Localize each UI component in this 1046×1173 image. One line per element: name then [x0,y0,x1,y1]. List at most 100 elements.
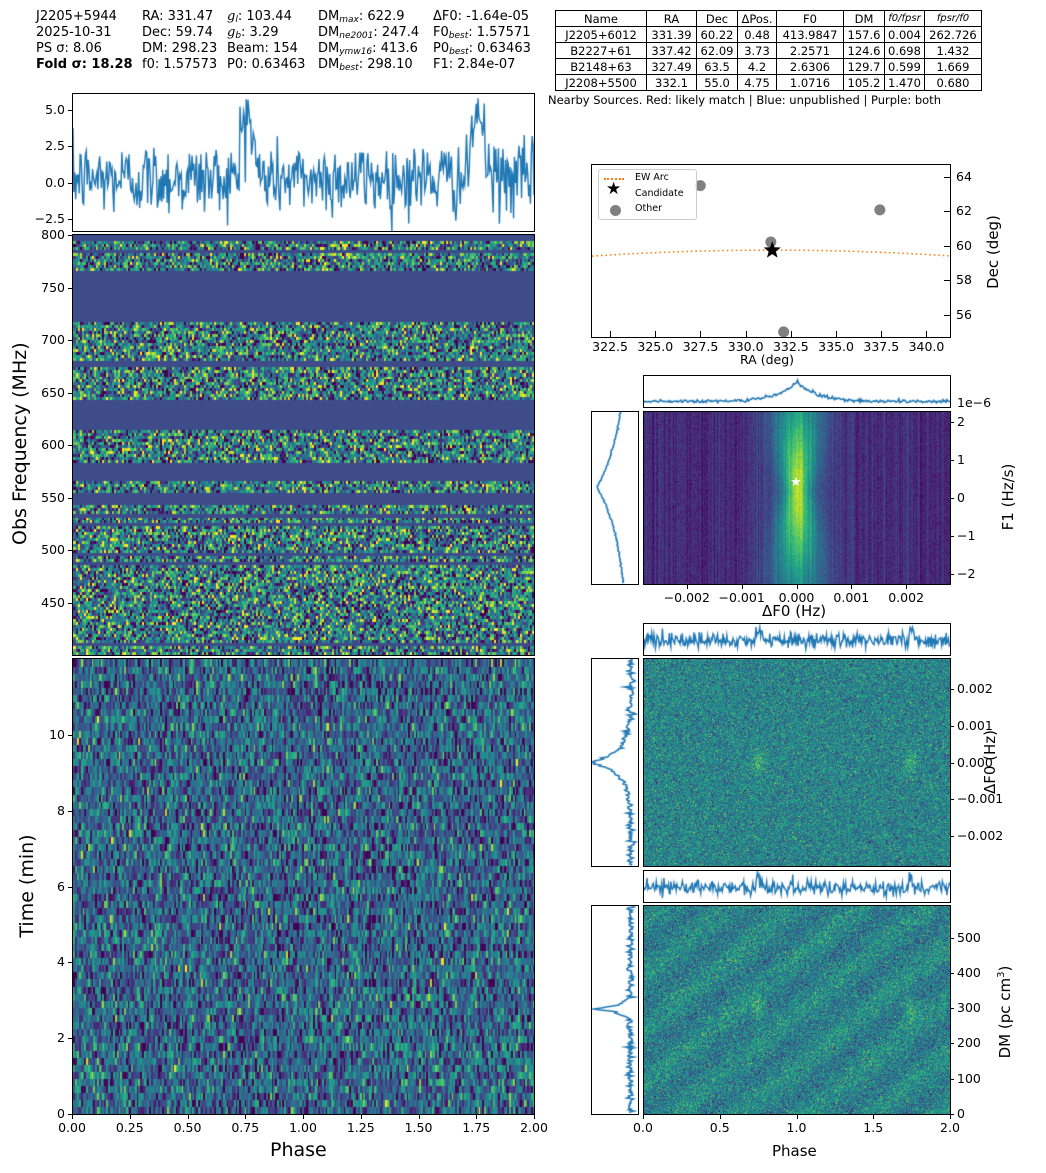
dm-label-suffix: ) [996,965,1014,972]
p0-best: P0best: 0.63463 [433,41,531,57]
x-tick-label: 1.25 [346,1120,375,1135]
f0-f1-plot: ★ [643,411,951,585]
x-tick-label: 0.001 [833,590,870,605]
y-tick-mark [950,1078,954,1080]
x-tick-mark [534,1114,535,1119]
table-row: B2148+63 327.49 63.5 4.2 2.6306 129.7 0.599 1.6… [555,58,982,75]
dm-ne-sym: DM [318,25,340,40]
cell: 60.22 [696,26,738,43]
cell: 1.470 [884,74,925,91]
cell: 332.1 [646,74,697,91]
ra-value: RA: 331.47 [142,9,214,24]
p0-best-sym: P0 [433,41,450,56]
cell: J2208+5500 [555,74,647,91]
y-tick-label: 2 [57,1030,65,1046]
table-row: J2208+5500 332.1 55.0 4.75 1.0716 105.2 1.470 0… [555,74,982,91]
legend-other-label: Other [635,203,662,214]
cell: 157.6 [843,26,885,43]
table-row: J2205+6012 331.39 60.22 0.48 413.9847 157.6 0.… [555,26,982,43]
cell: 0.599 [884,58,925,75]
y-tick-mark [944,245,950,247]
sky-scatter [592,180,950,337]
col-f0-fpsr: f0/fpsr [884,10,925,27]
x-tick-mark [790,331,792,337]
cell: 0.680 [923,74,982,91]
dm-ymw-sym: DM [318,41,340,56]
dm-ne-val: : 247.4 [373,25,420,40]
info-col-1: J2205+5944 2025-10-31 PS σ: 8.06 Fold σ:… [36,9,133,73]
cell: 1.432 [923,42,982,59]
x-tick-mark [700,331,702,337]
y-tick-mark [944,211,950,213]
candidate-name: J2205+5944 [36,9,117,24]
x-tick-label: 322.5 [592,339,628,354]
y-tick-label: 0.000 [957,754,993,770]
y-tick-label: 700 [41,332,65,347]
f0-phase-heatmap [644,659,950,866]
cell: B2227+61 [555,42,647,59]
y-tick-label: 300 [957,1000,981,1016]
info-col-5: ΔF0: -1.64e-05 F0best: 1.57571 P0best: 0… [433,9,531,73]
x-tick-label: 337.5 [863,339,900,354]
x-tick-label: 0.5 [709,1120,730,1135]
y-tick-label: 450 [41,594,65,610]
y-tick-mark [68,340,72,341]
y-tick-label: 550 [41,489,65,505]
f0-best-sub: best [448,31,469,41]
x-tick-mark [187,1114,189,1119]
p0-best-sub: best [449,47,469,57]
cell: 331.39 [646,26,697,43]
y-tick-mark [68,550,72,551]
col-dpos: ΔPos. [737,10,777,27]
cell: 0.004 [884,26,925,43]
x-tick-mark [926,331,928,337]
dm-max-sub: max [339,15,359,25]
nearby-sources-table: Name RA Dec ΔPos. F0 DM f0/fpsr fpsr/f0 … [555,10,982,91]
y-tick-label: 5.0 [45,102,65,118]
y-tick-label: 750 [41,279,65,295]
dm-best: DMbest: 298.10 [318,57,419,73]
x-tick-mark [643,1114,644,1119]
x-tick-label: 1.75 [462,1120,491,1135]
y-tick-label: 500 [957,929,981,945]
cell: 1.669 [923,58,982,75]
legend-arc-label: EW Arc [635,172,669,183]
x-tick-mark [796,1114,798,1119]
dm-phase-profile-line [644,871,950,902]
fold-sigma: Fold σ: 18.28 [36,57,133,72]
y-tick-label: 0.0 [45,174,65,190]
legend-arc-swatch [604,178,624,180]
dm-phase-plot [643,905,951,1115]
y-tick-mark [68,497,72,499]
y-tick-label: 200 [957,1035,981,1051]
y-tick-label: −2.5 [34,211,65,227]
dm-ne-sub: ne2001 [339,31,374,41]
gb-symbol: g [227,25,236,40]
f0-phase-top-profile [643,623,951,656]
x-tick-mark [72,1114,73,1119]
x-tick-label: 2.0 [940,1120,960,1135]
x-tick-mark [906,584,908,589]
circle-icon [610,205,621,216]
dm-axis-label: DM (pc cm3) [996,957,1014,1067]
dm-phase-top-profile [643,870,951,903]
x-tick-label: −0.002 [663,590,710,605]
y-tick-mark [68,602,72,604]
time-phase-heatmap [73,659,534,1114]
x-tick-label: 0.0 [633,1120,653,1135]
info-col-3: gl: 103.44 gb: 3.29 Beam: 154 P0: 0.6346… [227,9,305,73]
f0-marginal-left-line [592,659,638,866]
y-tick-mark [950,1043,954,1045]
obs-date: 2025-10-31 [36,25,112,40]
y-tick-label: 60 [956,237,972,253]
y-tick-mark [950,972,954,974]
dm-ymw16: DMymw16: 413.6 [318,41,419,57]
cell: J2205+6012 [555,26,647,43]
f1-axis-label: F1 (Hz/s) [999,463,1017,531]
dm-best-sub: best [339,63,359,73]
x-tick-label: 0.002 [888,590,925,605]
f0-best-val: : 1.57571 [468,25,531,40]
gb-sub: b [235,31,242,41]
y-tick-mark [950,799,954,801]
y-tick-mark [950,725,954,727]
